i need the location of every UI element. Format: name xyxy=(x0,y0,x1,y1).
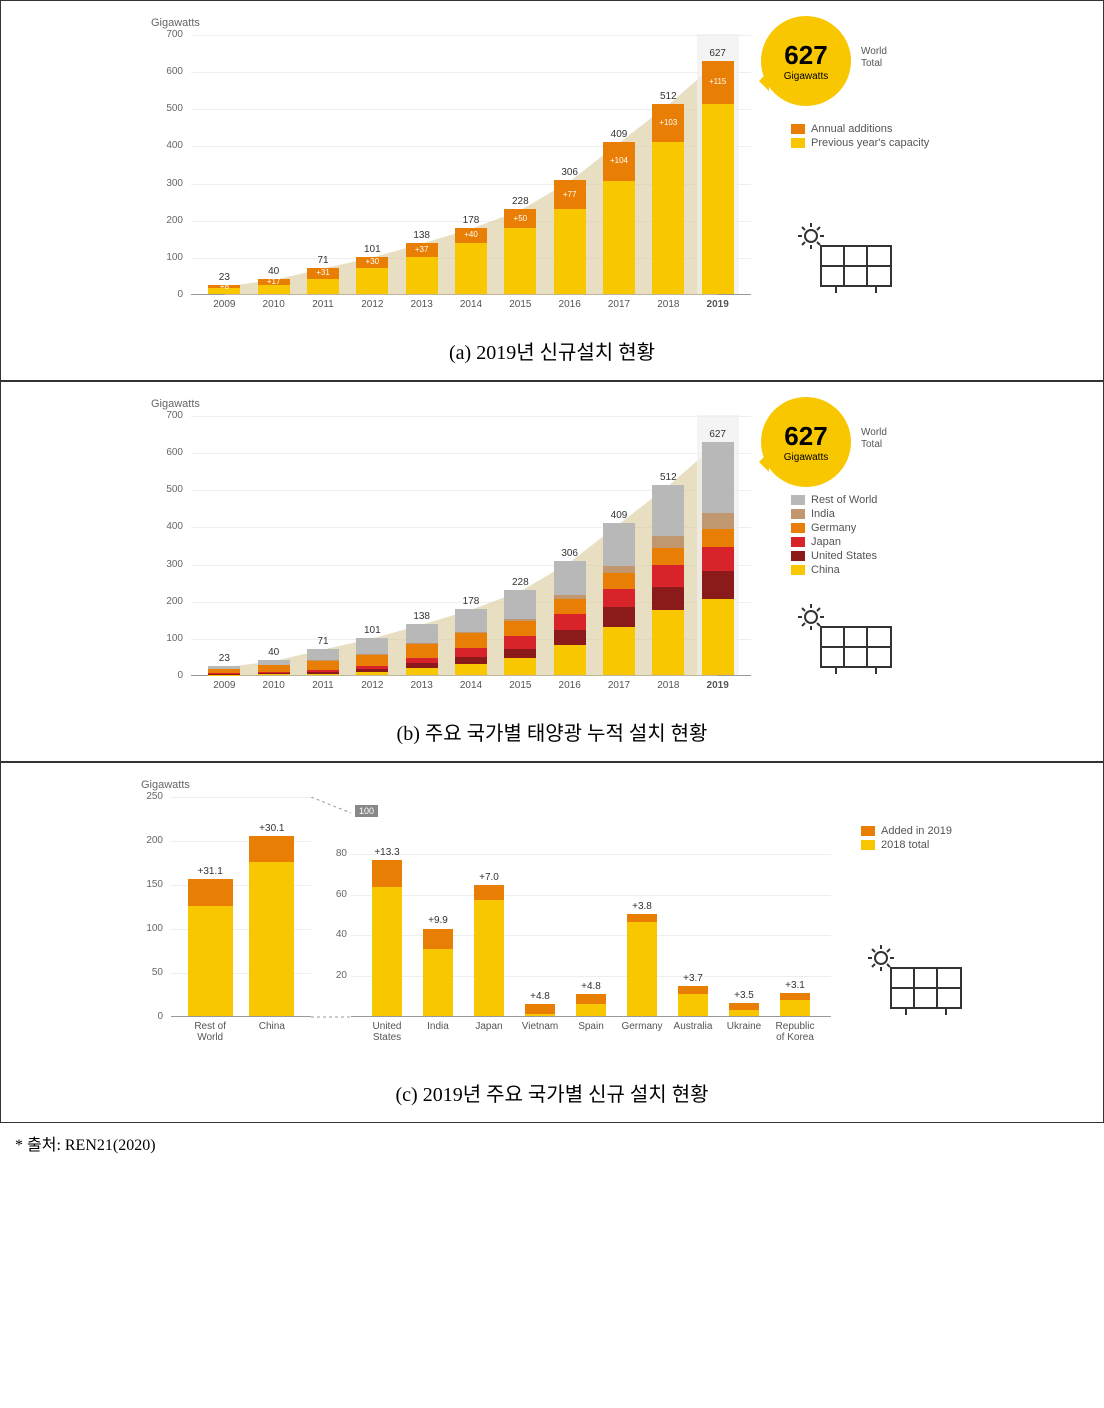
bubble-unit: Gigawatts xyxy=(784,71,828,82)
solar-icon xyxy=(791,221,901,301)
bubble-value: 627 xyxy=(784,421,827,452)
y-axis-title: Gigawatts xyxy=(151,17,200,29)
legend-a: Annual additionsPrevious year's capacity xyxy=(791,121,929,151)
chart-a: Gigawatts 0100200300400500600700+8232009… xyxy=(151,21,971,321)
inset-label: 100 xyxy=(355,805,378,817)
caption-b: (b) 주요 국가별 태양광 누적 설치 현황 xyxy=(11,702,1093,751)
source-note: * 출처: REN21(2020) xyxy=(0,1123,1104,1163)
bubble-unit: Gigawatts xyxy=(784,452,828,463)
chart-b: Gigawatts 010020030040050060070023200940… xyxy=(151,402,971,702)
total-bubble-b: 627 Gigawatts xyxy=(761,397,851,487)
solar-icon xyxy=(791,602,901,682)
total-bubble-a: 627 Gigawatts xyxy=(761,16,851,106)
legend-c: Added in 20192018 total xyxy=(861,823,952,853)
caption-a: (a) 2019년 신규설치 현황 xyxy=(11,321,1093,370)
y-axis-title: Gigawatts xyxy=(141,779,190,791)
y-axis-title: Gigawatts xyxy=(151,398,200,410)
legend-b: Rest of WorldIndiaGermanyJapanUnited Sta… xyxy=(791,492,877,578)
bubble-label: World Total xyxy=(861,46,887,70)
bubble-label: World Total xyxy=(861,427,887,451)
panel-c: Gigawatts 050100150200250+31.1Rest of Wo… xyxy=(0,762,1104,1123)
bubble-value: 627 xyxy=(784,40,827,71)
caption-c: (c) 2019년 주요 국가별 신규 설치 현황 xyxy=(11,1063,1093,1112)
chart-c: Gigawatts 050100150200250+31.1Rest of Wo… xyxy=(111,783,1011,1063)
panel-a: Gigawatts 0100200300400500600700+8232009… xyxy=(0,0,1104,381)
panel-b: Gigawatts 010020030040050060070023200940… xyxy=(0,381,1104,762)
solar-icon xyxy=(861,943,971,1023)
